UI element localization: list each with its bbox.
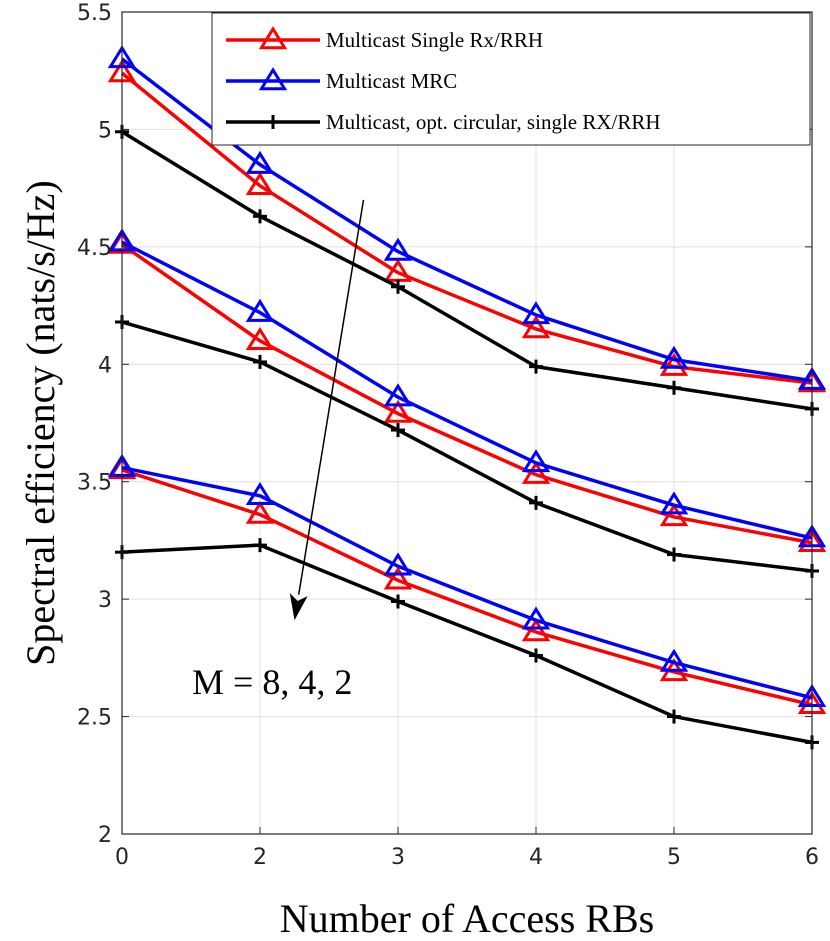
data-point-plus	[529, 495, 543, 510]
x-tick-label: 3	[391, 845, 405, 870]
data-point-triangle	[245, 150, 275, 174]
annotation: M = 8, 4, 2	[192, 199, 365, 702]
annotation-label: M = 8, 4, 2	[192, 662, 352, 702]
data-point-triangle	[659, 345, 689, 369]
data-point-plus	[391, 279, 405, 294]
data-point-triangle	[659, 491, 689, 515]
x-tick-label: 4	[529, 845, 543, 870]
data-point-triangle	[245, 481, 275, 506]
data-point-plus	[253, 538, 267, 553]
data-point-plus	[667, 547, 681, 562]
data-point-plus	[667, 709, 681, 724]
data-point-triangle	[521, 301, 551, 325]
plot-frame	[121, 11, 813, 835]
legend-label: Multicast, opt. circular, single RX/RRH	[326, 110, 661, 134]
data-point-triangle	[245, 298, 275, 322]
x-tick-label: 5	[667, 845, 681, 870]
y-tick-label: 3	[98, 588, 112, 613]
data-point-plus	[253, 354, 267, 369]
data-point-plus	[529, 648, 543, 663]
data-point-triangle	[383, 237, 413, 261]
legend-label: Multicast Single Rx/RRH	[326, 28, 543, 52]
series-line	[121, 320, 813, 573]
annotation-arrow-line	[297, 199, 365, 595]
data-point-triangle	[383, 566, 413, 590]
data-point-triangle	[521, 606, 551, 630]
data-point-plus	[253, 209, 267, 224]
data-point-triangle	[521, 315, 551, 339]
legend-entry: Multicast Single Rx/RRH	[226, 26, 543, 52]
annotation-arrow-head	[289, 593, 308, 621]
series-line	[121, 240, 813, 540]
legend-marker-triangle	[258, 26, 288, 50]
data-point-triangle	[245, 500, 275, 524]
legend-label: Multicast MRC	[326, 69, 457, 93]
series-group	[107, 453, 827, 707]
series-line	[121, 130, 813, 411]
y-tick-label: 2	[98, 823, 112, 848]
data-point-triangle	[383, 399, 413, 423]
series-line	[121, 465, 813, 700]
legend: Multicast Single Rx/RRH Multicast MRC Mult…	[211, 12, 811, 146]
y-tick-label: 4.5	[77, 236, 112, 261]
legend-entry: Multicast, opt. circular, single RX/RRH	[226, 110, 661, 134]
data-point-plus	[391, 423, 405, 438]
legend-marker-plus	[266, 115, 280, 129]
y-tick-label: 3.5	[77, 471, 112, 496]
data-point-triangle	[659, 503, 689, 527]
x-tick-label: 0	[115, 845, 129, 870]
data-point-triangle	[659, 648, 689, 672]
y-tick-label: 4	[98, 353, 112, 378]
legend-marker-triangle	[258, 67, 288, 91]
series-line	[120, 71, 813, 385]
series-line	[121, 468, 813, 707]
data-point-triangle	[521, 460, 551, 484]
series-line	[121, 543, 813, 745]
data-point-triangle	[521, 449, 551, 473]
x-tick-label: 2	[253, 845, 267, 870]
x-tick-label: 6	[805, 845, 819, 870]
data-point-plus	[529, 359, 543, 374]
data-point-plus	[391, 594, 405, 609]
data-point-triangle	[521, 618, 551, 642]
data-point-triangle	[383, 552, 413, 576]
y-tick-label: 5	[98, 118, 112, 143]
y-axis-title: Spectral efficiency (nats/s/Hz)	[18, 180, 63, 666]
series-line	[120, 243, 813, 545]
x-axis-title: Number of Access RBs	[280, 896, 654, 941]
data-point-triangle	[245, 171, 275, 195]
y-tick-label: 2.5	[77, 706, 112, 731]
y-tick-label: 5.5	[77, 1, 112, 26]
data-point-triangle	[383, 383, 413, 407]
legend-entry: Multicast MRC	[226, 67, 457, 93]
data-point-triangle	[245, 326, 275, 350]
data-point-triangle	[659, 352, 689, 376]
axis-ticks: 0 2 3 4 5 622.533.544.555.5	[77, 1, 819, 870]
series-layer	[107, 45, 827, 750]
series-line	[120, 57, 813, 383]
data-point-plus	[667, 380, 681, 395]
